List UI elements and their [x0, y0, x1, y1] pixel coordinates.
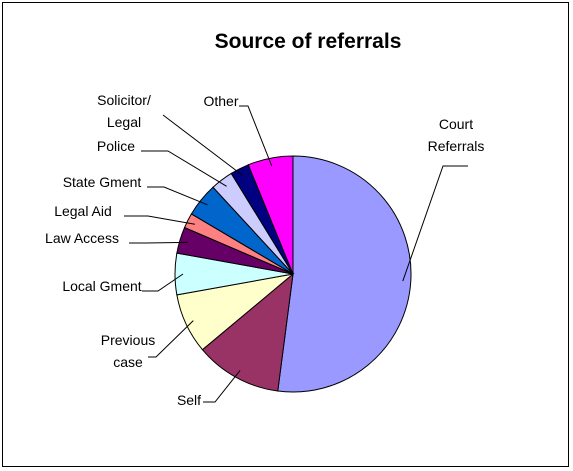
leader-line: [162, 114, 244, 177]
leader-line: [147, 186, 208, 206]
slice-label: Solicitor/Legal: [97, 92, 151, 130]
slice-label: Local Gment: [62, 278, 141, 294]
leader-line: [142, 273, 184, 292]
slice-label: State Gment: [63, 174, 142, 190]
chart-title: Source of referrals: [215, 30, 402, 53]
pie-slice-self: [201, 272, 294, 392]
slice-label: Other: [203, 93, 238, 109]
slice-labels: Court Referrals Self Previous case Local Gmen…: [45, 92, 484, 408]
pie-chart: Source of referrals Court Referrals Self Pr…: [45, 30, 484, 408]
pie-slices: [174, 155, 412, 393]
leader-line: [129, 241, 188, 244]
leader-line: [402, 165, 468, 282]
slice-label: Legal Aid: [54, 203, 112, 219]
chart-area: Source of referrals Court Referrals Self Pr…: [2, 2, 569, 467]
leader-line: [239, 105, 273, 167]
slice-label: Previous case: [101, 332, 155, 370]
pie-slice-other: [247, 155, 294, 275]
slice-label: Self: [177, 392, 201, 408]
slice-label: Police: [97, 138, 135, 154]
slice-label: Court Referrals: [428, 116, 485, 154]
leader-line: [148, 320, 194, 358]
leader-line: [141, 150, 227, 187]
leader-line: [124, 215, 195, 225]
leader-line: [203, 370, 241, 403]
slice-label: Law Access: [45, 230, 119, 246]
leader-lines: [124, 105, 468, 403]
pie-slice-court-referrals: [277, 155, 412, 393]
